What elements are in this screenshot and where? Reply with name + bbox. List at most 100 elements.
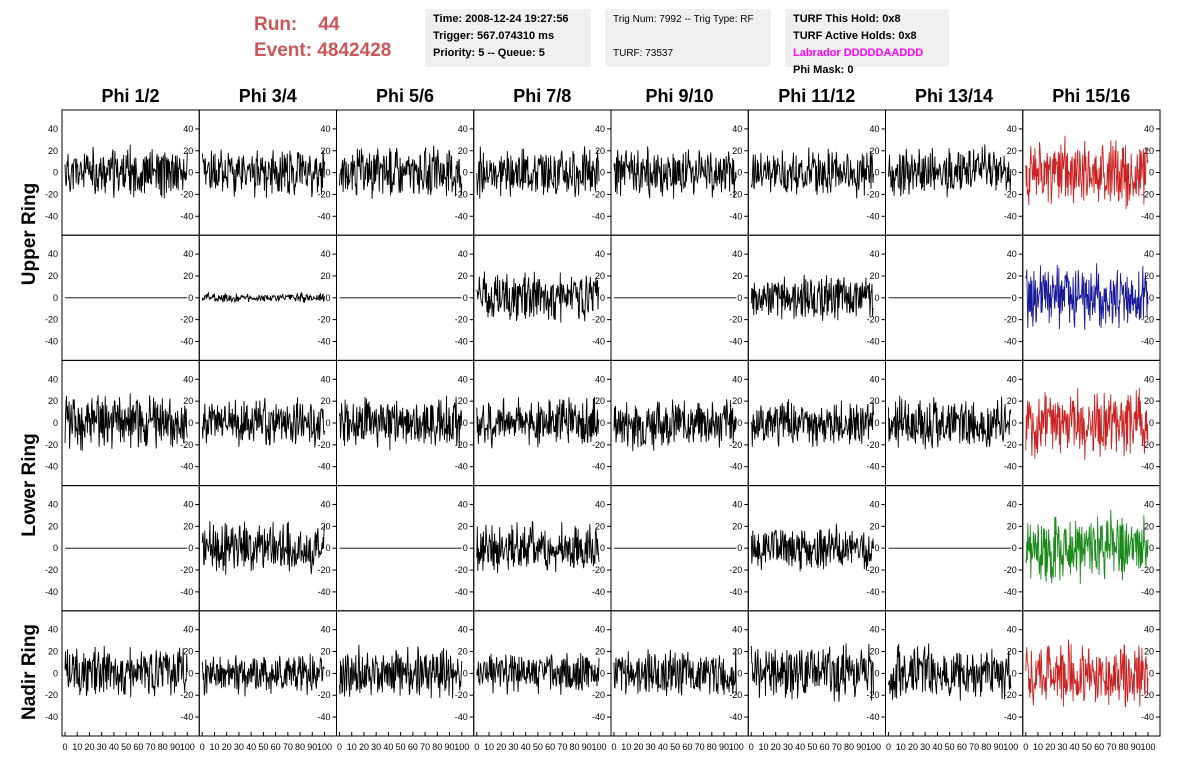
y-tick-label: -40 <box>729 712 742 722</box>
left-y-tick-label: 40 <box>48 249 58 259</box>
y-tick-label: 40 <box>1007 124 1017 134</box>
y-tick-label: 0 <box>463 168 468 178</box>
panel-r0-c6: -40 -20 0 20 40 <box>885 109 1024 236</box>
y-tick-label: -40 <box>1004 712 1017 722</box>
turf-active-holds-text: TURF Active Holds: 0x8 <box>793 30 917 42</box>
y-tick-label: -20 <box>455 315 468 325</box>
waveform-trace <box>613 399 737 452</box>
y-tick-label: 40 <box>458 374 468 384</box>
y-tick-label: 20 <box>458 146 468 156</box>
x-tick-label: 80 <box>295 742 305 752</box>
x-tick-label: 30 <box>371 742 381 752</box>
x-tick-label: 70 <box>832 742 842 752</box>
x-tick-label: 10 <box>896 742 906 752</box>
y-tick-label: 20 <box>869 396 879 406</box>
panel-r3-c7: -40 -20 0 20 40 <box>1022 485 1161 612</box>
y-tick-label: 40 <box>320 625 330 635</box>
y-tick-label: 20 <box>1007 521 1017 531</box>
y-tick-label: -20 <box>866 440 879 450</box>
y-tick-label: 40 <box>732 625 742 635</box>
y-tick-label: 0 <box>1012 668 1017 678</box>
y-tick-label: -20 <box>866 315 879 325</box>
y-tick-label: 0 <box>1149 543 1154 553</box>
x-tick-label: 10 <box>1033 742 1043 752</box>
x-tick-label: 20 <box>633 742 643 752</box>
y-tick-label: 20 <box>1144 647 1154 657</box>
labrador-text: Labrador DDDDDAADDD <box>793 47 924 59</box>
panel-r2-c4: -40 -20 0 20 40 <box>610 359 749 487</box>
panel-r3-c1: -40 -20 0 20 40 <box>198 485 337 612</box>
y-tick-label: 0 <box>325 168 330 178</box>
y-tick-label: 0 <box>737 168 742 178</box>
y-tick-label: 0 <box>600 668 605 678</box>
y-tick-label: -20 <box>1141 315 1154 325</box>
y-tick-label: -40 <box>455 336 468 346</box>
y-tick-label: 20 <box>1144 146 1154 156</box>
y-tick-label: 0 <box>1149 418 1154 428</box>
y-tick-label: -40 <box>592 712 605 722</box>
panel-r4-c6: -40 -20 0 20 40 <box>885 610 1024 737</box>
y-tick-label: -40 <box>317 587 330 597</box>
y-tick-label: -20 <box>1141 189 1154 199</box>
panel-r2-c0: -40 -20 0 20 40 <box>61 359 200 487</box>
x-tick-label: 80 <box>1119 742 1129 752</box>
y-tick-label: 20 <box>595 396 605 406</box>
x-tick-label: 80 <box>432 742 442 752</box>
x-tick-label: 30 <box>97 742 107 752</box>
x-tick-label: 70 <box>420 742 430 752</box>
y-tick-label: 20 <box>183 396 193 406</box>
x-tick-label: 70 <box>146 742 156 752</box>
y-tick-label: 40 <box>458 124 468 134</box>
x-tick-label: 70 <box>969 742 979 752</box>
left-y-tick-label: 40 <box>48 625 58 635</box>
panel-r4-c4: -40 -20 0 20 40 <box>610 610 749 737</box>
y-tick-label: 0 <box>188 293 193 303</box>
x-tick-label: 0 <box>200 742 205 752</box>
y-tick-label: 40 <box>595 374 605 384</box>
panel-r2-c3: -40 -20 0 20 40 <box>473 359 612 487</box>
y-tick-label: -40 <box>180 462 193 472</box>
y-tick-label: 40 <box>1007 625 1017 635</box>
left-y-tick-label: -40 <box>45 712 58 722</box>
left-y-tick-label: -20 <box>45 189 58 199</box>
panel-r3-c5: -40 -20 0 20 40 <box>747 485 886 612</box>
y-tick-label: 20 <box>183 521 193 531</box>
panel-r1-c5: -40 -20 0 20 40 <box>747 234 886 361</box>
y-tick-label: 40 <box>595 124 605 134</box>
y-tick-label: 40 <box>869 374 879 384</box>
panel-r3-c6: -40 -20 0 20 40 <box>885 485 1024 612</box>
y-tick-label: 40 <box>183 249 193 259</box>
y-tick-label: -20 <box>1141 565 1154 575</box>
x-tick-label: 0 <box>337 742 342 752</box>
y-tick-label: -20 <box>592 315 605 325</box>
panel-r2-c1: -40 -20 0 20 40 <box>198 359 337 487</box>
y-tick-label: -20 <box>729 565 742 575</box>
y-tick-label: 40 <box>869 249 879 259</box>
y-tick-label: 0 <box>325 418 330 428</box>
y-tick-label: 20 <box>320 146 330 156</box>
y-tick-label: 40 <box>458 249 468 259</box>
y-tick-label: 20 <box>458 396 468 406</box>
panel-r4-c1: -40 -20 0 20 40 <box>198 610 337 737</box>
y-tick-label: 20 <box>183 647 193 657</box>
left-y-tick-label: 20 <box>48 396 58 406</box>
left-y-tick-label: -40 <box>45 336 58 346</box>
waveform-trace <box>201 521 325 575</box>
y-tick-label: -20 <box>180 189 193 199</box>
panel-r1-c7: -40 -20 0 20 40 <box>1022 234 1161 361</box>
y-tick-label: 40 <box>183 625 193 635</box>
y-tick-label: 40 <box>183 500 193 510</box>
panel-r0-c0: -40 -20 0 20 40 <box>61 109 200 236</box>
column-header-5: Phi 11/12 <box>778 86 856 106</box>
y-tick-label: 20 <box>595 647 605 657</box>
panel-r4-c7: -40 -20 0 20 40 <box>1022 610 1161 737</box>
y-tick-label: -20 <box>180 690 193 700</box>
y-tick-label: -20 <box>866 189 879 199</box>
y-tick-label: 0 <box>1012 168 1017 178</box>
waveform-trace <box>476 652 600 695</box>
x-tick-label: 30 <box>1057 742 1067 752</box>
x-tick-label: 60 <box>133 742 143 752</box>
y-tick-label: 40 <box>869 500 879 510</box>
y-tick-label: 40 <box>1007 500 1017 510</box>
